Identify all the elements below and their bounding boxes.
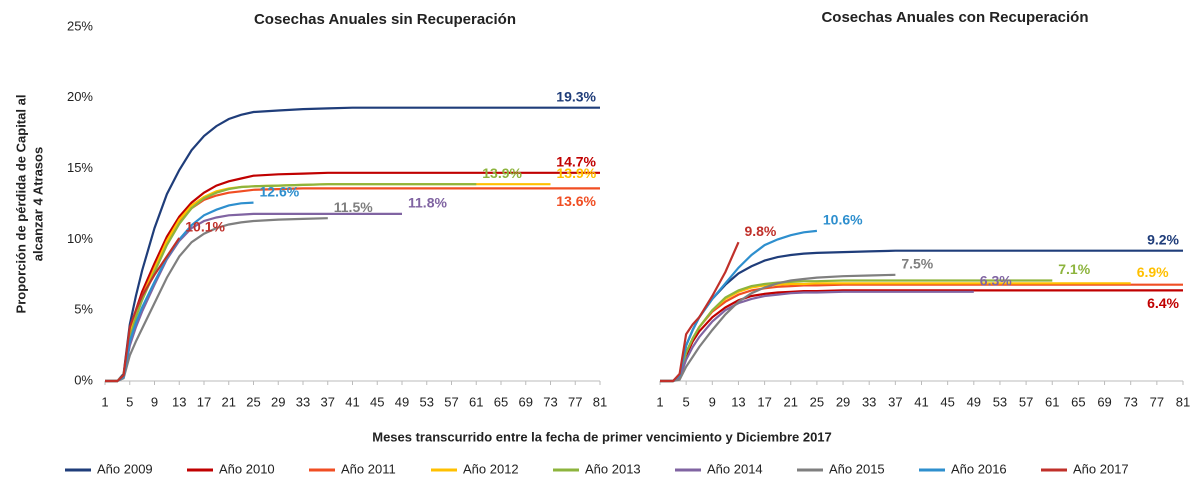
x-tick-label: 37 xyxy=(888,394,902,409)
y-axis-label-line: alcanzar 4 Atrasos xyxy=(30,147,45,261)
x-tick-label: 41 xyxy=(345,394,359,409)
data-label: 9.2% xyxy=(1147,231,1179,247)
x-tick-label: 9 xyxy=(151,394,158,409)
data-label: 12.6% xyxy=(260,183,300,199)
legend-label: Año 2011 xyxy=(341,461,396,476)
x-tick-label: 57 xyxy=(444,394,458,409)
x-tick-label: 49 xyxy=(967,394,981,409)
y-tick-label: 0% xyxy=(74,372,93,387)
data-label: 7.1% xyxy=(1058,261,1090,277)
data-label: 6.9% xyxy=(1137,264,1169,280)
data-label: 13.9% xyxy=(557,165,597,181)
x-tick-label: 81 xyxy=(1176,394,1190,409)
data-label: 7.5% xyxy=(901,256,933,272)
series-line xyxy=(660,290,974,383)
data-label: 10.1% xyxy=(185,219,225,235)
series-line xyxy=(660,241,740,383)
x-tick-label: 21 xyxy=(784,394,798,409)
data-label: 6.3% xyxy=(980,272,1012,288)
x-tick-label: 73 xyxy=(543,394,557,409)
y-tick-label: 20% xyxy=(67,89,93,104)
x-tick-label: 37 xyxy=(321,394,335,409)
x-tick-label: 53 xyxy=(420,394,434,409)
data-label: 11.8% xyxy=(408,195,447,211)
data-label: 9.8% xyxy=(744,223,776,239)
x-tick-label: 9 xyxy=(709,394,716,409)
legend-label: Año 2014 xyxy=(707,461,763,476)
x-tick-label: 65 xyxy=(1071,394,1085,409)
x-tick-label: 53 xyxy=(993,394,1007,409)
x-tick-label: 17 xyxy=(757,394,771,409)
x-tick-label: 81 xyxy=(593,394,607,409)
chart-title: Cosechas Anuales con Recuperación xyxy=(821,9,1088,26)
data-label: 13.6% xyxy=(556,193,596,209)
series-line xyxy=(660,289,1183,383)
data-label: 6.4% xyxy=(1147,295,1179,311)
y-axis-label: Proporción de pérdida de Capital al alcan… xyxy=(13,95,45,314)
x-tick-label: 69 xyxy=(519,394,533,409)
series-line xyxy=(105,106,600,383)
x-tick-label: 41 xyxy=(914,394,928,409)
x-tick-label: 29 xyxy=(271,394,285,409)
series-line xyxy=(660,229,818,383)
x-tick-label: 13 xyxy=(172,394,186,409)
y-tick-label: 10% xyxy=(67,231,93,246)
series-line xyxy=(105,171,600,383)
x-tick-label: 69 xyxy=(1097,394,1111,409)
x-tick-label: 33 xyxy=(862,394,876,409)
y-tick-label: 5% xyxy=(74,302,93,317)
x-tick-label: 77 xyxy=(1150,394,1164,409)
x-tick-label: 49 xyxy=(395,394,409,409)
x-tick-label: 5 xyxy=(126,394,133,409)
x-tick-label: 77 xyxy=(568,394,582,409)
y-tick-label: 15% xyxy=(67,160,93,175)
legend-label: Año 2015 xyxy=(829,461,885,476)
legend-label: Año 2013 xyxy=(585,461,641,476)
series-line xyxy=(660,283,1183,383)
y-axis-label-line: Proporción de pérdida de Capital al xyxy=(13,95,28,314)
x-tick-label: 25 xyxy=(246,394,260,409)
x-tick-label: 33 xyxy=(296,394,310,409)
data-label: 14.7% xyxy=(556,154,596,170)
data-label: 19.3% xyxy=(556,88,596,104)
x-tick-label: 57 xyxy=(1019,394,1033,409)
data-label: 13.9% xyxy=(482,165,522,181)
legend-label: Año 2017 xyxy=(1073,461,1129,476)
x-tick-label: 13 xyxy=(731,394,745,409)
data-label: 11.5% xyxy=(334,199,373,215)
x-tick-label: 61 xyxy=(1045,394,1059,409)
x-tick-label: 29 xyxy=(836,394,850,409)
x-tick-label: 65 xyxy=(494,394,508,409)
x-tick-label: 17 xyxy=(197,394,211,409)
series-line xyxy=(105,183,477,383)
x-axis-label: Meses transcurrido entre la fecha de pri… xyxy=(372,429,832,444)
series-line xyxy=(105,212,402,383)
x-tick-label: 61 xyxy=(469,394,483,409)
x-tick-label: 45 xyxy=(940,394,954,409)
series-line xyxy=(105,237,181,383)
series-line xyxy=(660,279,1053,383)
legend-label: Año 2012 xyxy=(463,461,519,476)
series-line xyxy=(660,273,896,383)
legend-label: Año 2016 xyxy=(951,461,1007,476)
x-tick-label: 45 xyxy=(370,394,384,409)
x-tick-label: 21 xyxy=(222,394,236,409)
legend-label: Año 2009 xyxy=(97,461,153,476)
legend-label: Año 2010 xyxy=(219,461,275,476)
chart-title: Cosechas Anuales sin Recuperación xyxy=(254,11,516,28)
x-tick-label: 25 xyxy=(810,394,824,409)
y-tick-label: 25% xyxy=(67,18,93,33)
x-tick-label: 73 xyxy=(1123,394,1137,409)
x-tick-label: 1 xyxy=(101,394,108,409)
data-label: 10.6% xyxy=(823,212,863,228)
x-tick-label: 1 xyxy=(656,394,663,409)
x-tick-label: 5 xyxy=(683,394,690,409)
series-line xyxy=(105,217,328,383)
